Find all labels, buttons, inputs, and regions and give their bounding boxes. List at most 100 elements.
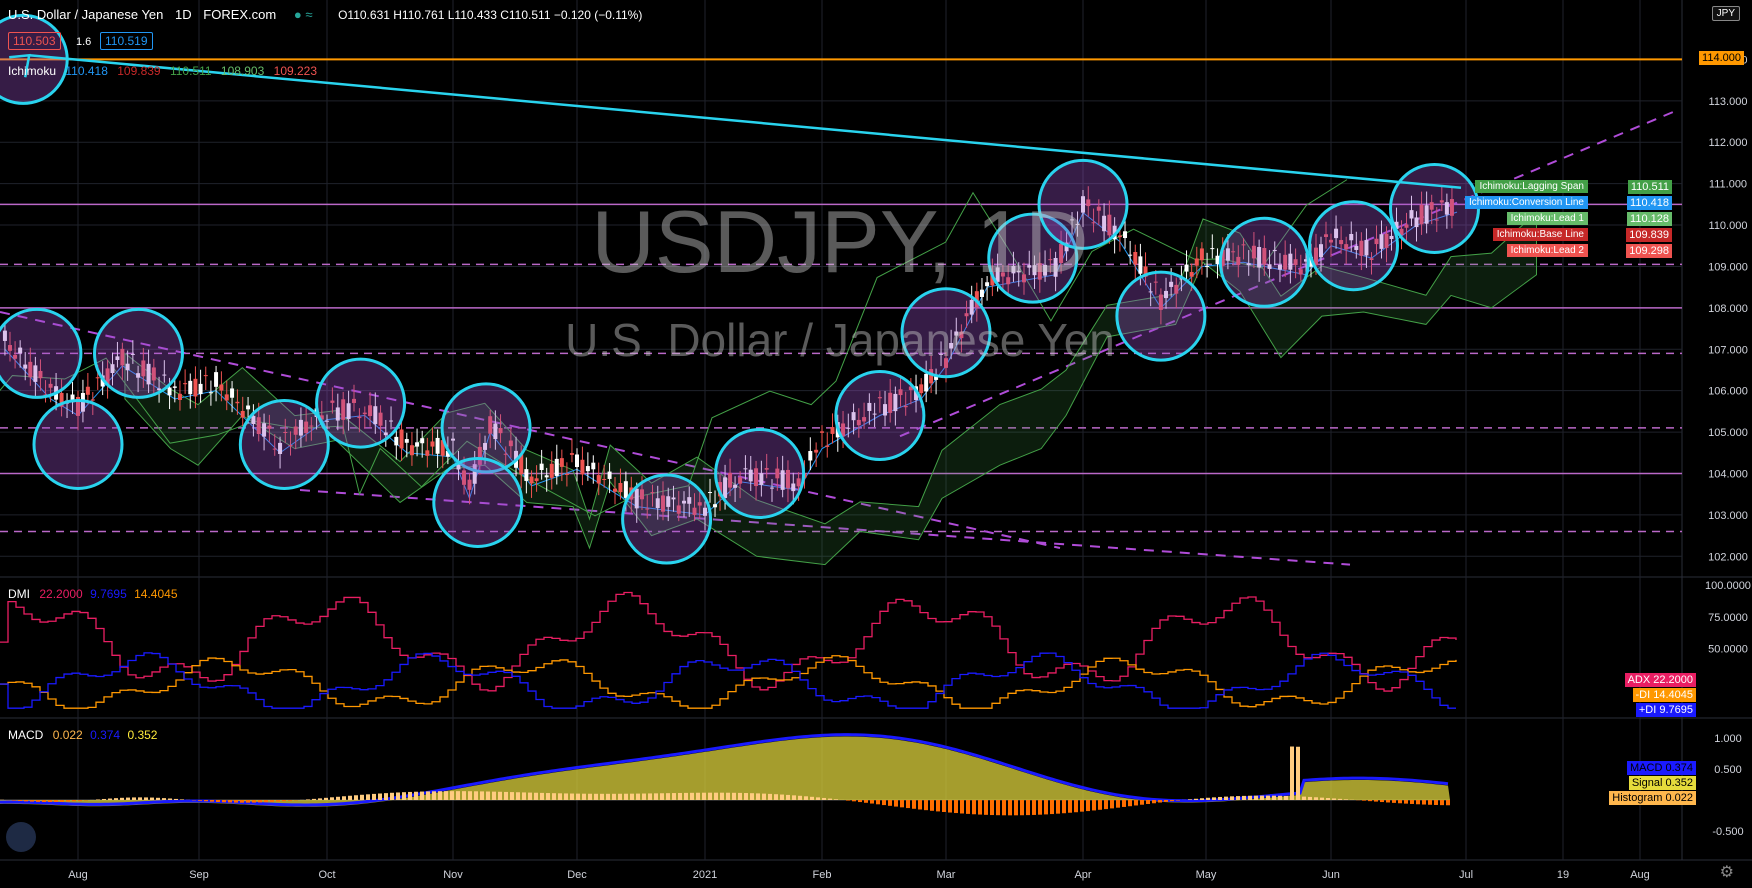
macd-histogram-bar	[336, 796, 340, 800]
candle-body	[76, 396, 80, 416]
dmi-minus-di-line	[0, 655, 1457, 709]
highlight-circle	[834, 370, 926, 462]
macd-histogram-bar	[642, 793, 646, 800]
macd-histogram-bar	[1188, 799, 1192, 800]
macd-histogram-bar	[666, 793, 670, 800]
candle-body	[1081, 196, 1085, 213]
macd-histogram-bar	[1164, 800, 1168, 802]
candle-body	[167, 387, 172, 396]
target-arrow	[29, 54, 1462, 190]
macd-histogram-bar	[168, 798, 172, 800]
candle-body	[1384, 233, 1389, 248]
highlight-circle	[714, 427, 806, 519]
candle-body	[596, 475, 601, 484]
macd-histogram-bar	[1296, 746, 1300, 800]
candle-body	[435, 437, 440, 454]
time-tick-label: Apr	[1074, 869, 1091, 881]
macd-histogram-bar	[102, 798, 106, 800]
macd-histogram-bar	[828, 798, 832, 800]
candle-body	[105, 368, 110, 385]
macd-histogram-bar	[468, 791, 472, 800]
dmi-legend[interactable]: DMI 22.2000 9.7695 14.4045	[8, 587, 178, 601]
macd-histogram-bar	[372, 793, 376, 800]
candle-body	[613, 488, 618, 492]
candle-body	[888, 392, 893, 413]
macd-histogram-bar	[1218, 796, 1222, 800]
macd-histogram-bar	[48, 800, 52, 803]
macd-histogram-bar	[984, 800, 988, 815]
macd-histogram-bar	[702, 792, 706, 800]
macd-histogram-bar	[330, 797, 334, 800]
candle-body	[1220, 249, 1225, 266]
macd-histogram-bar	[918, 800, 922, 810]
candle-body	[1419, 204, 1424, 225]
macd-histogram-bar	[894, 800, 898, 807]
macd-legend[interactable]: MACD 0.022 0.374 0.352	[8, 728, 157, 742]
candle-body	[1194, 258, 1199, 266]
interval-label[interactable]: 1D	[175, 7, 192, 22]
macd-histogram-bar	[930, 800, 934, 811]
candle-body	[352, 398, 356, 403]
candle-body	[1064, 242, 1069, 252]
macd-histogram-bar	[576, 793, 580, 800]
candle-body	[785, 469, 790, 489]
symbol-title[interactable]: U.S. Dollar / Japanese Yen	[8, 7, 164, 22]
price-tick-label: 102.000	[1708, 551, 1748, 563]
macd-histogram-bar	[1392, 800, 1396, 803]
tradingview-logo-icon[interactable]	[6, 822, 36, 852]
price-tick-label: 113.000	[1709, 96, 1748, 108]
candle-body	[503, 453, 508, 455]
macd-histogram-bar	[360, 794, 364, 800]
highlight-circle	[621, 473, 713, 565]
macd-histogram-bar	[1194, 798, 1198, 800]
macd-axis-tag: Histogram 0.022	[1609, 791, 1696, 805]
macd-histogram-bar	[1176, 800, 1180, 801]
candle-body	[929, 369, 934, 384]
candle-body	[1449, 199, 1454, 216]
candle-body	[251, 415, 256, 425]
macd-histogram-bar	[492, 791, 496, 800]
bid-button[interactable]: 110.503	[8, 32, 61, 50]
candle-body	[681, 500, 686, 504]
highlight-circle	[0, 13, 69, 105]
ask-button[interactable]: 110.519	[100, 32, 153, 50]
macd-histogram-bar	[1134, 800, 1138, 806]
macd-histogram-bar	[96, 799, 100, 800]
time-tick-label: Oct	[318, 869, 335, 881]
macd-histogram-bar	[774, 794, 778, 800]
candle-body	[1409, 210, 1414, 219]
macd-histogram-bar	[1236, 796, 1240, 800]
macd-histogram-bar	[408, 791, 412, 800]
candle-body	[919, 384, 924, 394]
macd-histogram-bar	[1044, 800, 1048, 815]
time-tick-label: Mar	[937, 869, 956, 881]
candle-body	[554, 458, 559, 476]
status-dots-icon: ● ≈	[293, 7, 313, 22]
macd-histogram-bar	[924, 800, 928, 811]
trend-line-lower	[299, 489, 1351, 566]
macd-histogram-bar	[660, 793, 664, 800]
currency-badge[interactable]: JPY	[1711, 6, 1740, 21]
candle-body	[1189, 272, 1194, 277]
ichimoku-legend[interactable]: Ichimoku 110.418 109.839 110.511 108.903…	[8, 64, 317, 78]
time-tick-label: Feb	[813, 869, 832, 881]
candle-body	[368, 405, 373, 417]
macd-histogram-bar	[1110, 800, 1114, 809]
macd-histogram-bar	[174, 798, 178, 800]
candle-body	[1053, 258, 1058, 277]
settings-gear-icon[interactable]: ⚙	[1719, 864, 1734, 881]
dmi-axis-tag: ADX 22.2000	[1624, 673, 1696, 687]
macd-histogram-bar	[150, 797, 154, 800]
macd-histogram-bar	[378, 793, 382, 800]
candle-body	[602, 479, 607, 481]
macd-histogram-bar	[1200, 798, 1204, 800]
macd-histogram-bar	[876, 800, 880, 805]
macd-histogram-bar	[18, 800, 22, 802]
macd-histogram-bar	[270, 800, 274, 802]
time-tick-label: Jul	[1459, 869, 1473, 881]
candle-body	[136, 373, 141, 378]
highlight-circle	[238, 398, 330, 490]
candle-body	[130, 353, 135, 355]
candle-body	[969, 299, 974, 315]
